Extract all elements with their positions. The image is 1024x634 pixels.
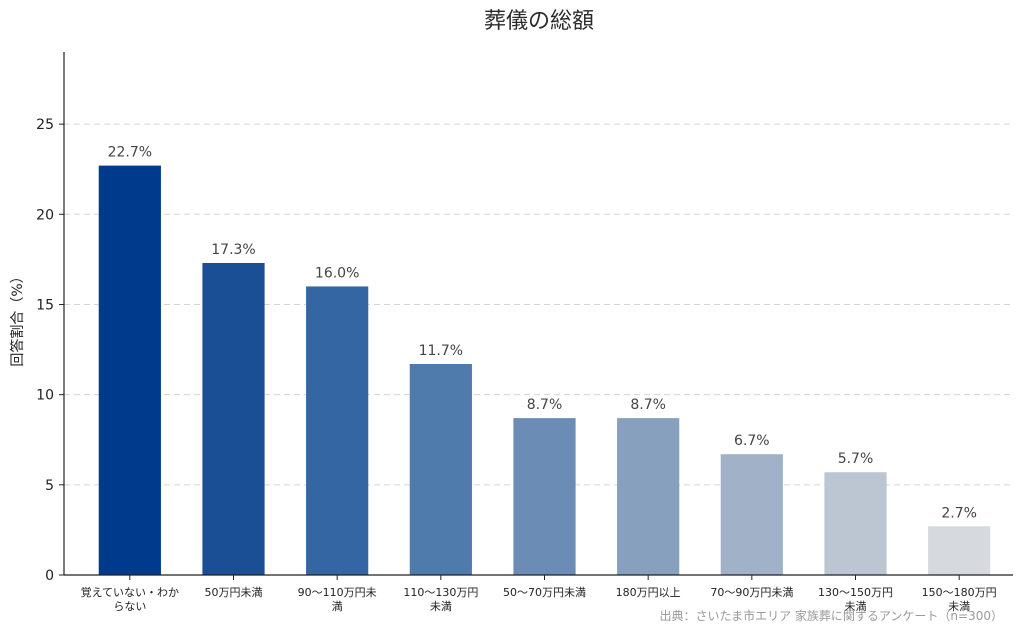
value-label: 6.7% [734, 433, 770, 449]
category-label: 未満 [845, 600, 867, 613]
category-label: 90〜110万円未 [298, 586, 377, 599]
category-label: 150〜180万円 [922, 586, 997, 599]
y-axis-label: 回答割合（%） [9, 269, 26, 366]
value-label: 5.7% [838, 451, 874, 467]
bar [513, 418, 576, 575]
y-tick-label: 5 [45, 478, 54, 494]
bar [409, 363, 472, 575]
value-label: 16.0% [315, 265, 359, 281]
bar [306, 286, 369, 575]
bar [202, 263, 265, 575]
chart-title: 葬儀の総額 [484, 9, 594, 34]
source-note: 出典：さいたま市エリア 家族葬に関するアンケート（n=300） [659, 608, 1003, 623]
category-label: 50〜70万円未満 [503, 586, 586, 599]
bars [98, 165, 991, 575]
y-axis-ticks: 0 5 10 15 20 25 [36, 117, 64, 584]
category-label: 110〜130万円 [403, 586, 478, 599]
category-label: 180万円以上 [616, 586, 681, 599]
category-label: 130〜150万円 [818, 586, 893, 599]
value-label: 8.7% [630, 397, 666, 413]
category-label: 70〜90万円未満 [710, 586, 793, 599]
value-label: 11.7% [419, 343, 463, 359]
value-label: 2.7% [941, 505, 977, 521]
category-label: らない [113, 600, 146, 613]
y-tick-label: 0 [45, 568, 54, 584]
y-tick-label: 20 [36, 207, 54, 223]
category-label: 満 [332, 600, 343, 613]
bar [617, 418, 680, 575]
value-labels: 22.7% 17.3% 16.0% 11.7% 8.7% 8.7% 6.7% 5.7% 2.7% [108, 145, 977, 522]
value-label: 22.7% [108, 145, 152, 161]
bar [98, 165, 161, 575]
category-label: 50万円未満 [205, 586, 263, 599]
value-label: 17.3% [211, 242, 255, 258]
category-label: 覚えていない・わか [81, 586, 179, 599]
y-tick-label: 10 [36, 388, 54, 404]
value-label: 8.7% [527, 397, 563, 413]
y-tick-label: 15 [36, 297, 54, 313]
category-label: 未満 [430, 600, 452, 613]
bar [720, 454, 783, 575]
category-label: 未満 [948, 600, 970, 613]
bar [928, 526, 991, 575]
bar [824, 472, 887, 575]
y-tick-label: 25 [36, 117, 54, 133]
